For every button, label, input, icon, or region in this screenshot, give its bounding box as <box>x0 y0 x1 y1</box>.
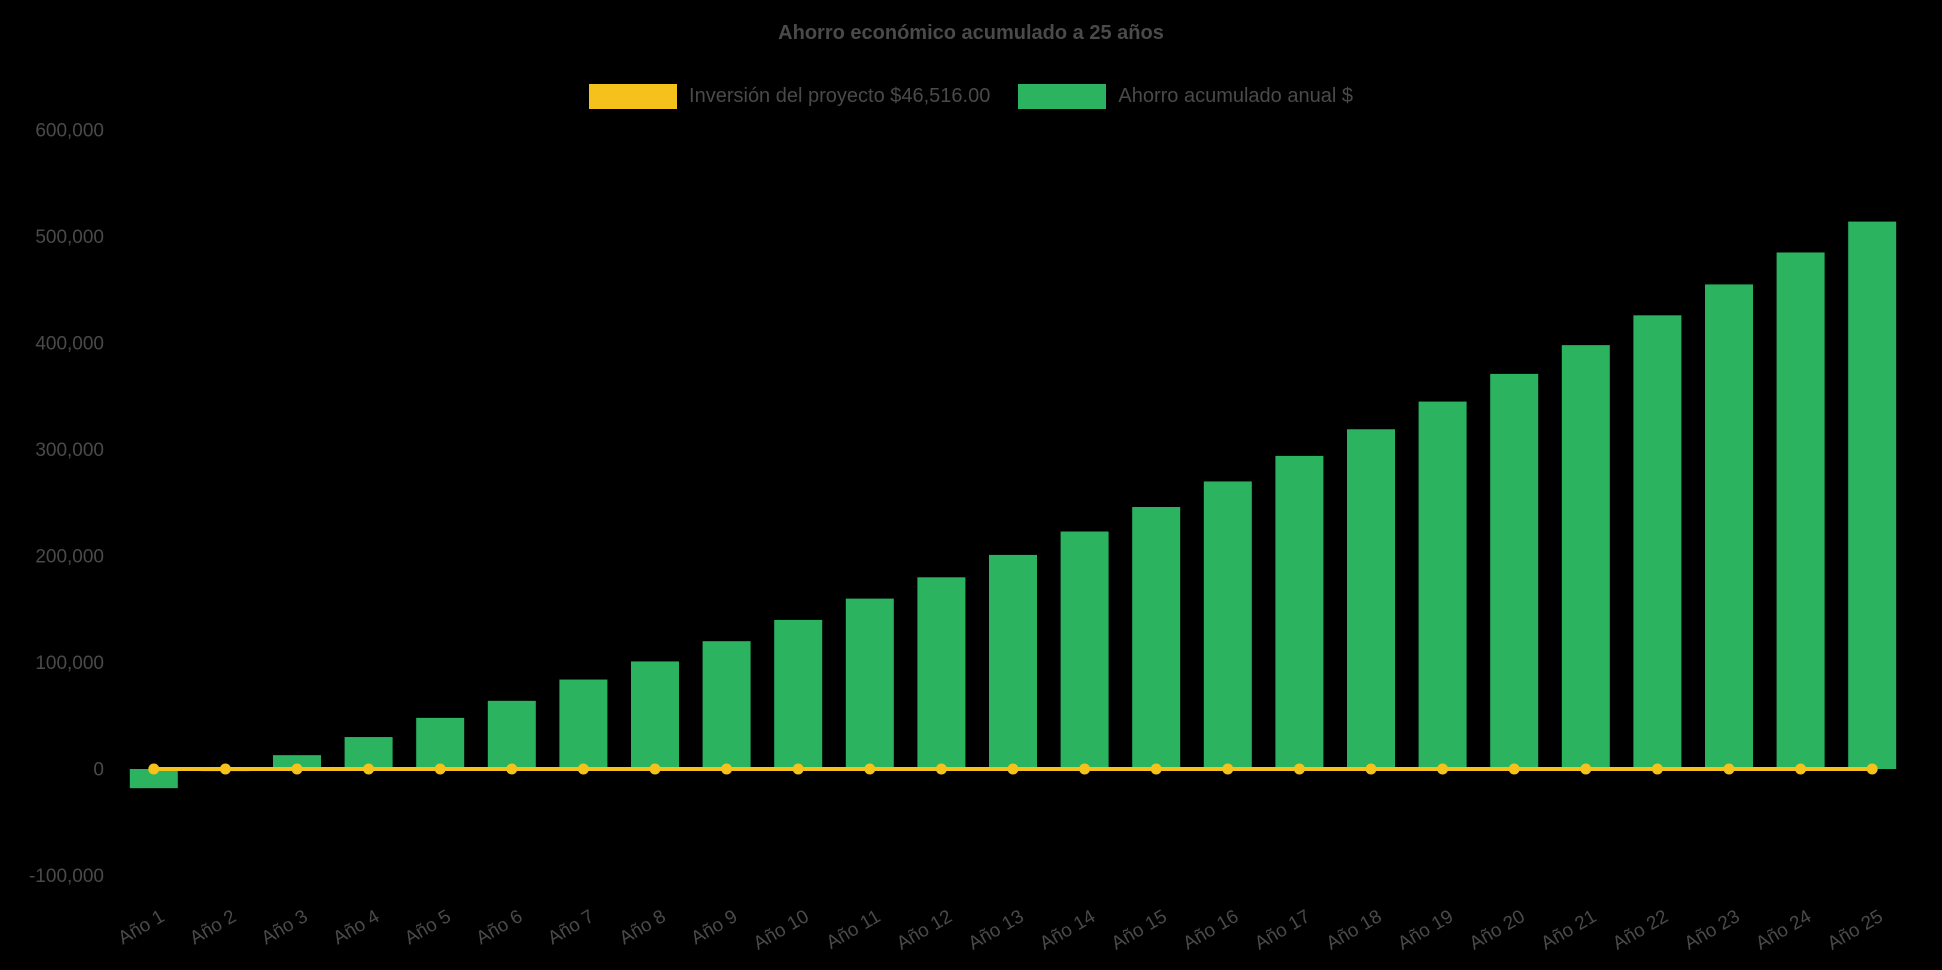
x-axis-tick-label: Año 24 <box>1752 906 1815 955</box>
bar-año-16[interactable] <box>1203 481 1252 769</box>
investment-line-point-año-11[interactable] <box>864 763 876 775</box>
investment-line-point-año-12[interactable] <box>935 763 947 775</box>
x-axis-tick-label: Año 4 <box>330 906 384 949</box>
x-axis-tick-label: Año 22 <box>1609 906 1672 954</box>
y-axis-tick-label: 100,000 <box>35 653 104 674</box>
bar-año-11[interactable] <box>845 598 894 769</box>
chart-title: Ahorro económico acumulado a 25 años <box>778 22 1164 44</box>
investment-line-point-año-7[interactable] <box>577 763 589 775</box>
investment-line-point-año-10[interactable] <box>792 763 804 775</box>
x-axis-tick-label: Año 17 <box>1251 906 1314 954</box>
investment-line-point-año-22[interactable] <box>1651 763 1663 775</box>
investment-line-point-año-13[interactable] <box>1007 763 1019 775</box>
x-axis-tick-label: Año 21 <box>1538 906 1601 954</box>
legend-swatch-savings <box>1018 84 1107 109</box>
x-axis-tick-label: Año 20 <box>1466 906 1529 954</box>
x-axis-tick-label: Año 19 <box>1394 906 1457 954</box>
x-axis-tick-label: Año 23 <box>1681 906 1744 954</box>
x-axis-tick-label: Año 1 <box>115 906 169 949</box>
legend: Inversión del proyecto $46,516.00 Ahorro… <box>0 84 1942 109</box>
bar-año-9[interactable] <box>702 641 751 769</box>
bar-año-19[interactable] <box>1418 401 1467 769</box>
bar-año-25[interactable] <box>1848 221 1897 770</box>
x-axis-tick-label: Año 12 <box>893 906 956 954</box>
y-axis-tick-label: 500,000 <box>35 227 104 248</box>
y-axis-tick-label: 200,000 <box>35 547 104 568</box>
investment-line-point-año-15[interactable] <box>1150 763 1162 775</box>
investment-line-point-año-1[interactable] <box>148 763 160 775</box>
legend-label-investment: Inversión del proyecto $46,516.00 <box>689 85 991 107</box>
legend-item-investment[interactable]: Inversión del proyecto $46,516.00 <box>589 84 990 109</box>
x-axis-tick-label: Año 14 <box>1036 906 1099 955</box>
investment-line-point-año-4[interactable] <box>363 763 375 775</box>
legend-label-savings: Ahorro acumulado anual $ <box>1118 85 1353 107</box>
bar-año-24[interactable] <box>1776 252 1825 770</box>
bar-año-20[interactable] <box>1490 373 1539 769</box>
bar-año-7[interactable] <box>559 679 608 769</box>
investment-line-point-año-25[interactable] <box>1866 763 1878 775</box>
bar-año-12[interactable] <box>917 577 966 769</box>
x-axis-tick-label: Año 8 <box>616 906 670 949</box>
investment-line-point-año-5[interactable] <box>434 763 446 775</box>
investment-line-point-año-8[interactable] <box>649 763 661 775</box>
investment-line-point-año-2[interactable] <box>219 763 231 775</box>
bar-año-14[interactable] <box>1060 531 1109 769</box>
y-axis-tick-label: 600,000 <box>35 121 104 142</box>
bar-año-22[interactable] <box>1633 315 1682 769</box>
bar-año-3[interactable] <box>273 755 321 769</box>
investment-line-point-año-23[interactable] <box>1723 763 1735 775</box>
bar-año-5[interactable] <box>416 717 465 769</box>
x-axis-tick-label: Año 13 <box>965 906 1028 954</box>
investment-line-point-año-6[interactable] <box>506 763 518 775</box>
bar-año-18[interactable] <box>1347 429 1395 769</box>
investment-line-point-año-19[interactable] <box>1437 763 1449 775</box>
bar-año-23[interactable] <box>1705 284 1753 769</box>
investment-line-point-año-20[interactable] <box>1508 763 1520 775</box>
x-axis-tick-label: Año 3 <box>258 906 312 949</box>
x-axis-tick-label: Año 10 <box>750 906 813 954</box>
x-axis-tick-label: Año 18 <box>1323 906 1386 954</box>
x-axis-tick-label: Año 25 <box>1824 906 1887 954</box>
investment-line-point-año-14[interactable] <box>1079 763 1091 775</box>
investment-line-point-año-9[interactable] <box>721 763 733 775</box>
legend-item-savings[interactable]: Ahorro acumulado anual $ <box>1018 84 1353 109</box>
investment-line-point-año-18[interactable] <box>1365 763 1377 775</box>
y-axis-tick-label: 300,000 <box>35 440 104 461</box>
x-axis-tick-label: Año 2 <box>186 906 240 949</box>
bar-año-10[interactable] <box>774 619 823 769</box>
bar-año-17[interactable] <box>1275 455 1324 769</box>
investment-line-point-año-3[interactable] <box>291 763 303 775</box>
bar-año-13[interactable] <box>989 554 1037 769</box>
investment-line-point-año-24[interactable] <box>1795 763 1807 775</box>
x-axis-tick-label: Año 16 <box>1180 906 1243 954</box>
bar-año-6[interactable] <box>487 700 536 769</box>
x-axis-tick-label: Año 9 <box>688 906 742 949</box>
bar-año-15[interactable] <box>1132 507 1181 769</box>
x-axis-tick-label: Año 11 <box>823 906 884 954</box>
x-axis-tick-label: Año 6 <box>473 906 527 949</box>
bar-año-1[interactable] <box>129 769 178 789</box>
y-axis-tick-label: 400,000 <box>35 334 104 355</box>
y-axis-tick-label: -100,000 <box>29 866 104 887</box>
bar-año-8[interactable] <box>631 661 679 769</box>
x-axis-tick-label: Año 5 <box>401 906 455 949</box>
y-axis-tick-label: 0 <box>93 760 104 781</box>
investment-line-point-año-17[interactable] <box>1293 763 1305 775</box>
x-axis-tick-label: Año 15 <box>1108 906 1171 954</box>
investment-line-point-año-16[interactable] <box>1222 763 1234 775</box>
x-axis-tick-label: Año 7 <box>544 906 598 949</box>
bar-año-21[interactable] <box>1561 345 1610 769</box>
legend-swatch-investment <box>589 84 678 109</box>
investment-line-point-año-21[interactable] <box>1580 763 1592 775</box>
